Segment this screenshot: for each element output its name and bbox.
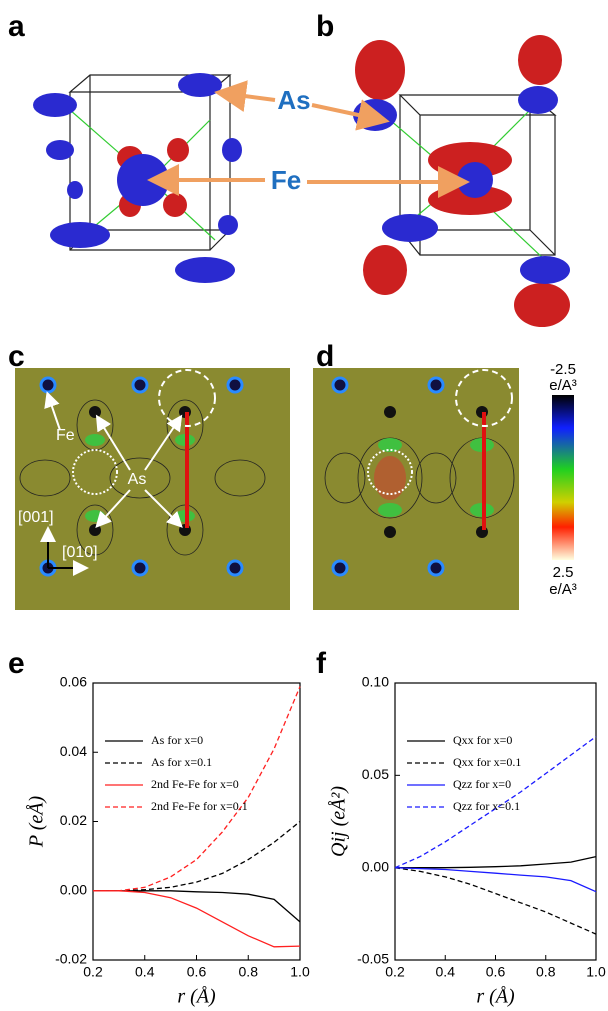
legend-label: Qzz for x=0.1: [453, 799, 520, 813]
plot-frame: [395, 683, 596, 960]
density-map-d: [313, 368, 519, 610]
y-tick-label: 0.00: [362, 858, 389, 874]
panel-label: d: [316, 340, 334, 373]
y-tick-label: 0.05: [362, 766, 389, 782]
x-tick-label: 0.2: [83, 964, 103, 980]
panel-label: b: [316, 10, 334, 43]
line-series: [93, 891, 300, 947]
colorbar-label: 2.5: [553, 564, 574, 581]
colorbar-label: e/A³: [549, 377, 577, 394]
legend-label: 2nd Fe-Fe for x=0.1: [151, 799, 248, 813]
y-tick-label: 0.02: [60, 812, 87, 828]
y-axis-label: Qij (eÅ²): [328, 786, 350, 857]
x-tick-label: 0.8: [239, 964, 259, 980]
map-label: Fe: [56, 427, 75, 444]
colorbar: -2.5 e/A³ 2.5 e/A³: [549, 361, 577, 598]
legend-label: As for x=0: [151, 733, 203, 747]
line-series: [395, 868, 596, 892]
legend-label: Qzz for x=0: [453, 777, 511, 791]
line-series: [395, 857, 596, 868]
panel-label: a: [8, 10, 25, 43]
x-tick-label: 1.0: [586, 964, 606, 980]
x-tick-label: 0.4: [436, 964, 456, 980]
y-tick-label: 0.00: [60, 881, 87, 897]
atom-label: Fe: [271, 165, 301, 195]
panel-label: f: [316, 647, 327, 680]
x-tick-label: 0.6: [187, 964, 207, 980]
colorbar-label: -2.5: [550, 361, 576, 378]
atom-label: As: [277, 85, 310, 115]
map-label: As: [128, 471, 147, 488]
density-map-c: Fe As [001] [010]: [15, 368, 290, 610]
legend-label: Qxx for x=0: [453, 733, 512, 747]
x-tick-label: 0.4: [135, 964, 155, 980]
line-series: [395, 868, 596, 934]
x-tick-label: 0.2: [385, 964, 405, 980]
x-axis-label: r (Å): [476, 986, 515, 1008]
y-tick-label: 0.04: [60, 743, 87, 759]
panel-label: e: [8, 647, 25, 680]
legend-label: Qxx for x=0.1: [453, 755, 521, 769]
panel-label: c: [8, 340, 25, 373]
y-tick-label: 0.10: [362, 674, 389, 690]
x-tick-label: 1.0: [290, 964, 310, 980]
x-tick-label: 0.6: [486, 964, 506, 980]
colorbar-label: e/A³: [549, 581, 577, 598]
line-series: [93, 822, 300, 891]
y-tick-label: 0.06: [60, 674, 87, 690]
figure: a b c d e f As Fe: [0, 0, 608, 1011]
map-label: [001]: [18, 509, 54, 526]
legend-label: 2nd Fe-Fe for x=0: [151, 777, 239, 791]
x-axis-label: r (Å): [177, 986, 216, 1008]
map-label: [010]: [62, 544, 98, 561]
plot-frame: [93, 683, 300, 960]
y-axis-label: P (eÅ): [26, 796, 48, 849]
line-series: [93, 891, 300, 922]
legend-label: As for x=0.1: [151, 755, 212, 769]
x-tick-label: 0.8: [536, 964, 556, 980]
